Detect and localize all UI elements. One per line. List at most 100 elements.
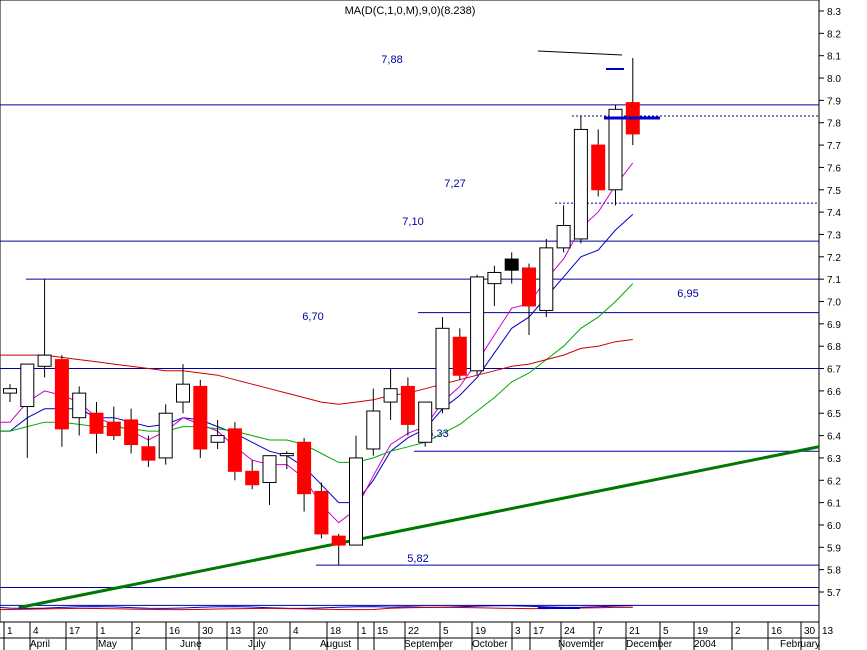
candlesticks xyxy=(3,57,640,566)
x-tick-label: 1 xyxy=(100,626,106,637)
x-tick-label: 21 xyxy=(629,626,641,637)
indicator-line-blue xyxy=(0,605,633,609)
x-month-label: February xyxy=(780,639,820,650)
candle-body xyxy=(158,412,173,459)
candle-body xyxy=(314,490,329,535)
x-tick-label: 1 xyxy=(7,626,13,637)
plot-area: 7,88 7,27 7,10 6,95 6,70 6,33 5,82 MA(D(C,1,0,… xyxy=(0,0,820,623)
y-tick-label: 7.5 xyxy=(827,186,841,197)
x-month-label: September xyxy=(404,639,454,650)
candle-body xyxy=(262,455,277,484)
x-month-label: May xyxy=(98,639,117,650)
y-tick-label: 7.4 xyxy=(827,208,841,219)
y-tick-label: 6.9 xyxy=(827,320,841,331)
candle-body xyxy=(435,327,450,410)
indicator-line-red xyxy=(0,606,633,611)
candle-body xyxy=(210,435,225,443)
y-tick-label: 7.7 xyxy=(827,141,841,152)
x-tick-label: 18 xyxy=(330,626,342,637)
level-label-0: 7,88 xyxy=(381,54,402,66)
x-month-label: November xyxy=(558,639,605,650)
x-tick-label: 5 xyxy=(443,626,449,637)
x-tick-label: 19 xyxy=(697,626,709,637)
x-month-label: July xyxy=(248,639,266,650)
x-month-label: June xyxy=(180,639,202,650)
candle-body xyxy=(522,267,536,307)
candle-body xyxy=(470,276,485,372)
candle-body xyxy=(245,470,260,486)
x-month-label: 2004 xyxy=(694,639,717,650)
y-tick-label: 7.1 xyxy=(827,275,841,286)
level-label-2: 7,10 xyxy=(402,216,423,228)
level-label-1: 7,27 xyxy=(444,178,465,190)
candle-body xyxy=(556,225,571,249)
x-tick-label: 13 xyxy=(230,626,242,637)
candle-body xyxy=(37,354,52,367)
level-label-3: 6,95 xyxy=(677,288,698,300)
candle-body xyxy=(3,388,17,394)
candle-body xyxy=(591,144,606,191)
y-tick-label: 7.3 xyxy=(827,230,841,241)
candle-body xyxy=(573,128,588,240)
candle-body xyxy=(193,385,208,450)
trendline xyxy=(18,445,820,610)
y-tick-label: 8.1 xyxy=(827,52,841,63)
y-tick-label: 7.6 xyxy=(827,163,841,174)
candle-body xyxy=(608,108,623,191)
x-tick-label: 5 xyxy=(663,626,669,637)
x-month-label: August xyxy=(320,639,351,650)
x-tick-label: 4 xyxy=(293,626,299,637)
level-label-6: 5,82 xyxy=(407,553,428,565)
candle-body xyxy=(452,336,467,376)
x-tick-label: 30 xyxy=(202,626,214,637)
y-tick-label: 8.0 xyxy=(827,74,841,85)
y-tick-label: 6.3 xyxy=(827,454,841,465)
y-tick-label: 5.7 xyxy=(827,588,841,599)
x-tick-label: 15 xyxy=(377,626,389,637)
y-tick-label: 5.8 xyxy=(827,566,841,577)
y-tick-label: 8.2 xyxy=(827,29,841,40)
marker-layer xyxy=(537,50,660,120)
x-tick-label: 24 xyxy=(564,626,576,637)
x-tick-label: 3 xyxy=(515,626,521,637)
x-tick-label: 1 xyxy=(361,626,367,637)
y-tick-label: 6.5 xyxy=(827,409,841,420)
x-tick-label: 4 xyxy=(33,626,39,637)
y-tick-label: 7.8 xyxy=(827,119,841,130)
x-tick-label: 7 xyxy=(597,626,603,637)
projection-line xyxy=(537,50,623,56)
candle-body xyxy=(54,359,69,430)
y-tick-label: 6.1 xyxy=(827,499,841,510)
y-tick-label: 7.9 xyxy=(827,96,841,107)
y-tick-label: 6.7 xyxy=(827,365,841,376)
x-tick-label: 13 xyxy=(822,626,834,637)
level-label-4: 6,70 xyxy=(302,311,323,323)
candle-body xyxy=(106,421,121,437)
x-tick-label: 19 xyxy=(475,626,487,637)
x-tick-label: 2 xyxy=(135,626,141,637)
x-tick-label: 17 xyxy=(533,626,545,637)
x-tick-label: 20 xyxy=(257,626,269,637)
y-tick-label: 7.2 xyxy=(827,253,841,264)
candle-body xyxy=(124,419,139,446)
y-tick-label: 5.9 xyxy=(827,543,841,554)
candle-body xyxy=(141,446,156,461)
candle-body xyxy=(72,392,87,419)
x-tick-label: 22 xyxy=(408,626,420,637)
trendline-layer xyxy=(18,445,820,610)
candle-body xyxy=(279,452,294,457)
x-tick-label: 2 xyxy=(735,626,741,637)
x-tick-label: 16 xyxy=(169,626,181,637)
x-month-label: October xyxy=(472,639,508,650)
y-axis: 5.7 5.8 5.9 6.0 6.1 6.2 6.3 6.4 6.5 6.6 6.7 6.8 6.9 7… xyxy=(819,7,841,599)
ma-line-3 xyxy=(0,339,633,405)
x-axis: 1 4 17 1 2 16 30 13 20 4 18 1 15 22 5 19 3 17 24 7 21 5 19 2 16 3… xyxy=(0,622,834,650)
candle-body xyxy=(418,401,433,443)
y-tick-label: 8.3 xyxy=(827,7,841,18)
candle-body xyxy=(297,441,312,495)
plot-frame xyxy=(0,0,820,623)
candle-body xyxy=(227,428,242,472)
x-month-label: April xyxy=(30,639,50,650)
candle-body xyxy=(89,412,104,434)
